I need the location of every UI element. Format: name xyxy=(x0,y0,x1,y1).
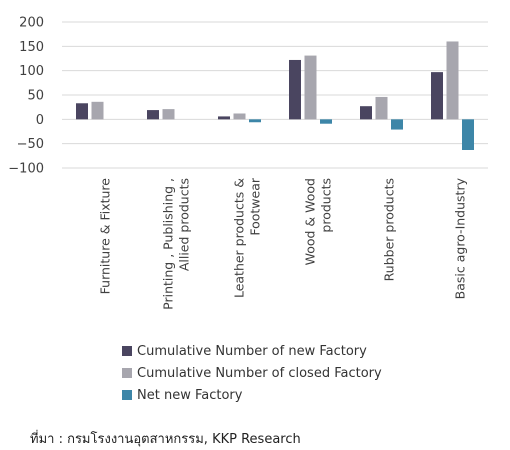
bar xyxy=(431,72,443,120)
legend-swatch xyxy=(122,346,132,356)
legend-item: Cumulative Number of closed Factory xyxy=(122,362,382,384)
category-label: Wood & Woodproducts xyxy=(303,178,334,265)
legend-label: Cumulative Number of new Factory xyxy=(137,343,367,359)
bar xyxy=(218,116,230,120)
y-tick-label: −50 xyxy=(17,137,44,152)
bar xyxy=(249,119,261,123)
y-tick-label: −100 xyxy=(8,162,44,177)
legend-swatch xyxy=(122,368,132,378)
y-tick-label: 50 xyxy=(27,89,44,104)
bar xyxy=(446,41,459,120)
y-axis: −100 −50 0 50 100 150 200 xyxy=(8,16,44,177)
bar xyxy=(375,96,388,120)
bars xyxy=(76,41,474,150)
category-label: Printing , Publishing ,Allied products xyxy=(161,178,192,310)
legend-item: Cumulative Number of new Factory xyxy=(122,340,382,362)
y-tick-label: 0 xyxy=(36,113,44,128)
legend-item: Net new Factory xyxy=(122,384,382,406)
bar xyxy=(304,55,317,120)
x-axis: Furniture & Fixture Printing , Publishing… xyxy=(98,177,468,310)
category-label: Basic agro-Industry xyxy=(453,177,468,299)
legend-label: Cumulative Number of closed Factory xyxy=(137,365,382,381)
gridlines xyxy=(62,21,488,169)
bar xyxy=(320,119,332,124)
bar xyxy=(76,103,88,120)
bar xyxy=(147,110,159,120)
bar-chart: −100 −50 0 50 100 150 200 Furniture & Fixture P… xyxy=(8,16,488,310)
y-tick-label: 200 xyxy=(19,16,44,31)
bar xyxy=(162,109,175,120)
bar xyxy=(462,119,474,150)
source-note: ที่มา : กรมโรงงานอุตสาหกรรม, KKP Researc… xyxy=(30,432,301,447)
category-label: Furniture & Fixture xyxy=(98,178,113,295)
category-label: Rubber products xyxy=(382,178,397,281)
bar xyxy=(391,119,403,130)
legend-swatch xyxy=(122,390,132,400)
bar xyxy=(91,101,104,120)
legend-label: Net new Factory xyxy=(137,387,243,403)
y-tick-label: 100 xyxy=(19,64,44,79)
bar xyxy=(360,106,372,120)
bar xyxy=(233,113,246,120)
y-tick-label: 150 xyxy=(19,40,44,55)
bar xyxy=(289,59,301,120)
legend: Cumulative Number of new Factory Cumulati… xyxy=(122,340,382,406)
category-label: Leather products &Footwear xyxy=(232,177,263,298)
